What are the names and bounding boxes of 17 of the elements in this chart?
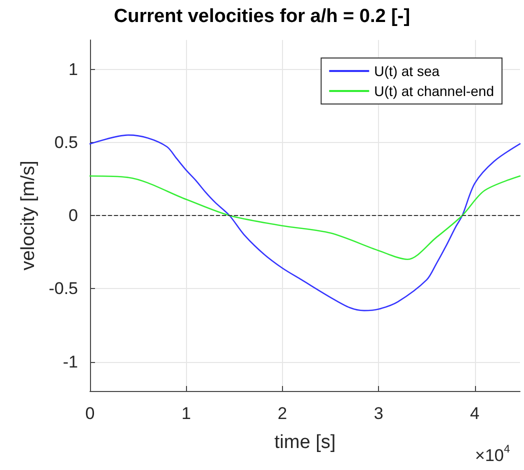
line-series <box>89 134 521 312</box>
chart-title: Current velocities for a/h = 0.2 [-] <box>114 6 410 27</box>
x-tick-label: 4 <box>470 404 480 423</box>
y-tick-label: 0 <box>68 206 78 225</box>
y-tick-label: 0.5 <box>54 132 78 152</box>
line-series <box>89 175 521 260</box>
legend-label: U(t) at channel-end <box>374 83 494 99</box>
x-tick-label: 0 <box>85 404 95 423</box>
x-axis-title: time [s] <box>274 432 336 453</box>
legend-label: U(t) at sea <box>374 63 440 79</box>
y-tick-label: -0.5 <box>48 279 78 298</box>
y-axis-title: velocity [m/s] <box>18 160 39 270</box>
x-tick-label: 3 <box>374 404 384 423</box>
x-tick-label: 2 <box>278 404 288 423</box>
y-tick-label: -1 <box>62 352 78 372</box>
x-tick-label: 1 <box>181 404 191 423</box>
y-tick-label: 1 <box>68 60 78 79</box>
